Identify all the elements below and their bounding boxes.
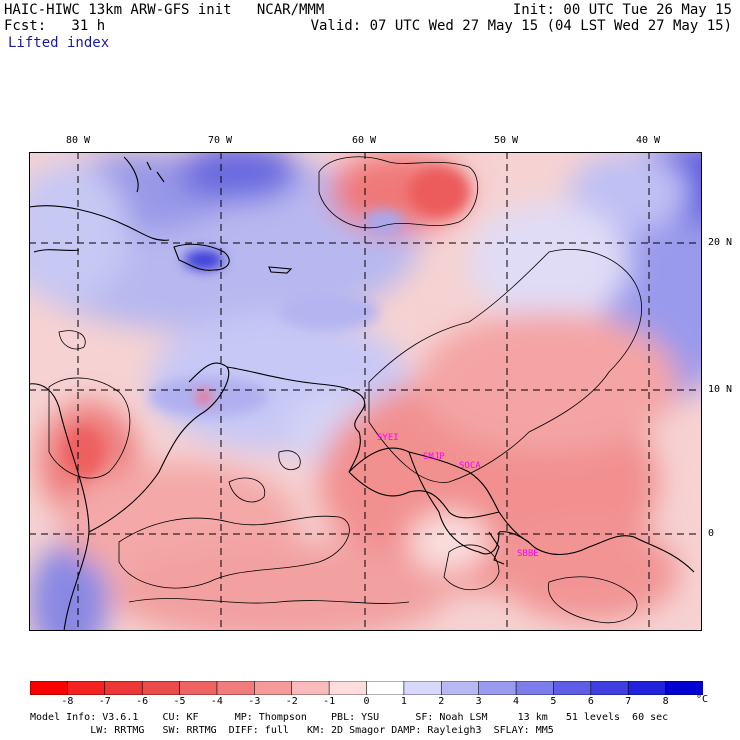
init-time: Init: 00 UTC Tue 26 May 15 (512, 2, 732, 18)
model-info-line1: Model Info: V3.6.1 CU: KF MP: Thompson P… (30, 712, 669, 723)
colorbar-tick-label: -6 (136, 696, 149, 707)
station-label: SYEI (377, 433, 399, 443)
valid-time: Valid: 07 UTC Wed 27 May 15 (04 LST Wed … (310, 18, 732, 34)
colorbar-swatch (553, 681, 592, 695)
colorbar-swatch (366, 681, 405, 695)
lat-label-0: 0 (708, 528, 715, 539)
colorbar-swatch (104, 681, 143, 695)
lat-label-10n: 10 N (708, 384, 733, 395)
colorbar-tick-label: 8 (662, 696, 669, 707)
colorbar-swatch (627, 681, 667, 695)
colorbar-swatch (515, 681, 555, 695)
colorbar-tick-label: -3 (248, 696, 261, 707)
colorbar-swatch (141, 681, 181, 695)
stations: SYEI SMJP SOCA SBBE (377, 433, 539, 559)
lon-label-60w: 60 W (352, 135, 377, 146)
forecast-hour: Fcst: 31 h (4, 18, 106, 34)
lat-label-20n: 20 N (708, 237, 733, 248)
lifted-index-map: SYEI SMJP SOCA SBBE (29, 152, 702, 631)
colorbar-tick-label: -4 (210, 696, 223, 707)
colorbar-unit: °C (696, 694, 709, 705)
colorbar-swatch (216, 681, 256, 695)
plot-title: HAIC-HIWC 13km ARW-GFS init NCAR/MMM (4, 2, 325, 18)
colorbar-swatch (254, 681, 293, 695)
colorbar-tick-label: -8 (61, 696, 74, 707)
lat-lon-grid (29, 152, 702, 631)
field-name: Lifted index (8, 35, 110, 51)
colorbar-swatch (478, 681, 517, 695)
model-info-line2: LW: RRTMG SW: RRTMG DIFF: full KM: 2D Sm… (30, 725, 554, 736)
colorbar-swatch (67, 681, 106, 695)
colorbar-tick-label: -5 (173, 696, 186, 707)
colorbar-tick-label: -1 (323, 696, 336, 707)
lon-label-40w: 40 W (636, 135, 661, 146)
li-contours (48, 156, 643, 624)
colorbar-tick-label: 5 (550, 696, 557, 707)
colorbar-swatch (665, 681, 703, 695)
colorbar-tick-label: -7 (98, 696, 111, 707)
map-frame (29, 152, 702, 631)
colorbar-swatch (403, 681, 443, 695)
colorbar-tick-label: 7 (625, 696, 632, 707)
colorbar-tick-label: 4 (513, 696, 520, 707)
colorbar-tick-label: -2 (285, 696, 298, 707)
station-label: SMJP (423, 452, 445, 462)
colorbar-swatch (328, 681, 368, 695)
colorbar-swatch (440, 681, 480, 695)
lon-label-70w: 70 W (208, 135, 233, 146)
coastlines (29, 156, 695, 631)
lon-label-50w: 50 W (494, 135, 519, 146)
colorbar-tick-label: 6 (587, 696, 594, 707)
colorbar-tick-label: 0 (363, 696, 370, 707)
colorbar-swatch (590, 681, 630, 695)
colorbar-tick-label: 3 (475, 696, 482, 707)
colorbar-tick-label: 2 (438, 696, 445, 707)
colorbar (30, 681, 703, 695)
colorbar-swatch (179, 681, 218, 695)
station-label: SOCA (459, 461, 481, 471)
lon-label-80w: 80 W (66, 135, 91, 146)
colorbar-tick-label: 1 (400, 696, 407, 707)
colorbar-swatch (291, 681, 330, 695)
station-label: SBBE (517, 549, 539, 559)
colorbar-swatch (30, 681, 69, 695)
